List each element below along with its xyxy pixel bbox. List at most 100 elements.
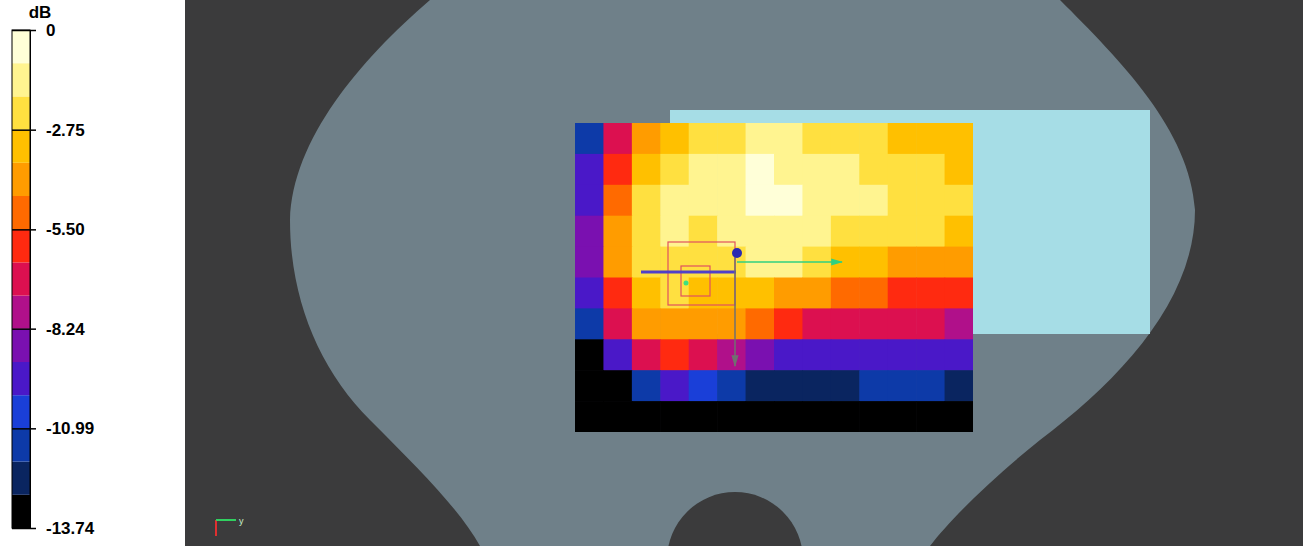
heatmap-cell [831,339,860,371]
heatmap-cell [660,339,689,371]
heatmap-cell [603,154,632,186]
colorbar-tick-label: -10.99 [46,419,94,438]
colorbar-band [12,96,30,129]
colorbar-band [12,63,30,96]
heatmap-cell [945,154,973,186]
heatmap-cell [575,185,604,217]
colorbar-tick-label: -2.75 [46,121,85,140]
heatmap-cell [859,154,888,186]
heatmap-cell [746,123,775,155]
heatmap-cell [660,154,689,186]
heatmap-cell [717,308,746,340]
heatmap-cell [632,339,661,371]
heatmap-cell [575,339,604,371]
colorbar-tick: 0 [12,21,55,40]
heatmap-cell [746,216,775,248]
colorbar-axis: 0-2.75-5.50-8.24-10.99-13.74 [12,21,95,538]
colorbar-band [12,262,30,295]
heatmap-cell [859,401,888,432]
heatmap-cell [859,123,888,155]
heatmap-cell [916,185,945,217]
heatmap-cell [746,339,775,371]
colorbar-tick: -2.75 [12,121,85,140]
heatmap-cell [575,247,604,279]
heatmap-cell [689,154,718,186]
heatmap-cell [945,216,973,248]
triad-label: y [239,516,244,526]
colorbar-band [12,196,30,229]
heatmap-cell [888,339,917,371]
heatmap-cell [575,278,604,310]
heatmap-cell [632,123,661,155]
colorbar-title: dB [29,3,52,22]
phantom-outline [290,0,1195,546]
triad-z [215,520,217,536]
colorbar-tick: -10.99 [12,419,94,438]
heatmap-cell [945,370,973,402]
colorbar-tick-mark [12,428,36,430]
heatmap-cell [603,278,632,310]
heatmap-cell [859,278,888,310]
heatmap-cell [575,123,604,155]
heatmap-cell [945,339,973,371]
heatmap [575,123,973,432]
colorbar-tick-label: -13.74 [46,519,95,538]
heatmap-cell [859,216,888,248]
heatmap-cell [774,278,803,310]
heatmap-cell [717,278,746,310]
heatmap-cell [831,278,860,310]
heatmap-cell [746,370,775,402]
colorbar: 0-2.75-5.50-8.24-10.99-13.74 [12,21,95,538]
heatmap-cell [746,278,775,310]
heatmap-cell [774,401,803,432]
heatmap-cell [831,401,860,432]
colorbar-tick-label: 0 [46,21,55,40]
heatmap-cell [774,339,803,371]
heatmap-cell [774,185,803,217]
colorbar-band [12,395,30,428]
heatmap-cell [859,308,888,340]
colorbar-frame [12,30,30,528]
heatmap-cell [660,278,689,310]
heatmap-cell [831,123,860,155]
heatmap-cell [632,185,661,217]
heatmap-cell [831,154,860,186]
heatmap-cell [774,154,803,186]
heatmap-cell [916,401,945,432]
colorbar-band [12,296,30,329]
heatmap-cell [802,401,831,432]
heatmap-cell [831,370,860,402]
heatmap-cell [859,370,888,402]
heatmap-cell [888,401,917,432]
heatmap-cell [632,401,661,432]
heatmap-cell [746,154,775,186]
reference-markers [641,242,842,366]
heatmap-cell [945,247,973,279]
colorbar-tick: -8.24 [12,320,85,339]
triad-y [216,519,236,521]
heatmap-cell [717,370,746,402]
heatmap-cell [916,247,945,279]
heatmap-cell [945,185,973,217]
phantom-notch [667,492,803,546]
heatmap-cell [916,123,945,155]
heatmap-cell [689,278,718,310]
heatmap-cell [802,370,831,402]
colorbar-tick-mark [12,528,36,530]
colorbar-band [12,495,30,528]
colorbar-band [12,163,30,196]
heatmap-cell [774,216,803,248]
heatmap-cell [717,185,746,217]
heatmap-cell [774,123,803,155]
heatmap-cell [916,278,945,310]
heatmap-cell [717,401,746,432]
heatmap-cell [603,185,632,217]
colorbar-axis-line [31,31,37,529]
heatmap-cell [689,185,718,217]
colorbar-band [12,428,30,461]
heatmap-cell [802,278,831,310]
heatmap-cell [632,154,661,186]
heatmap-cell [689,401,718,432]
heatmap-cell [632,308,661,340]
colorbar-band [12,362,30,395]
